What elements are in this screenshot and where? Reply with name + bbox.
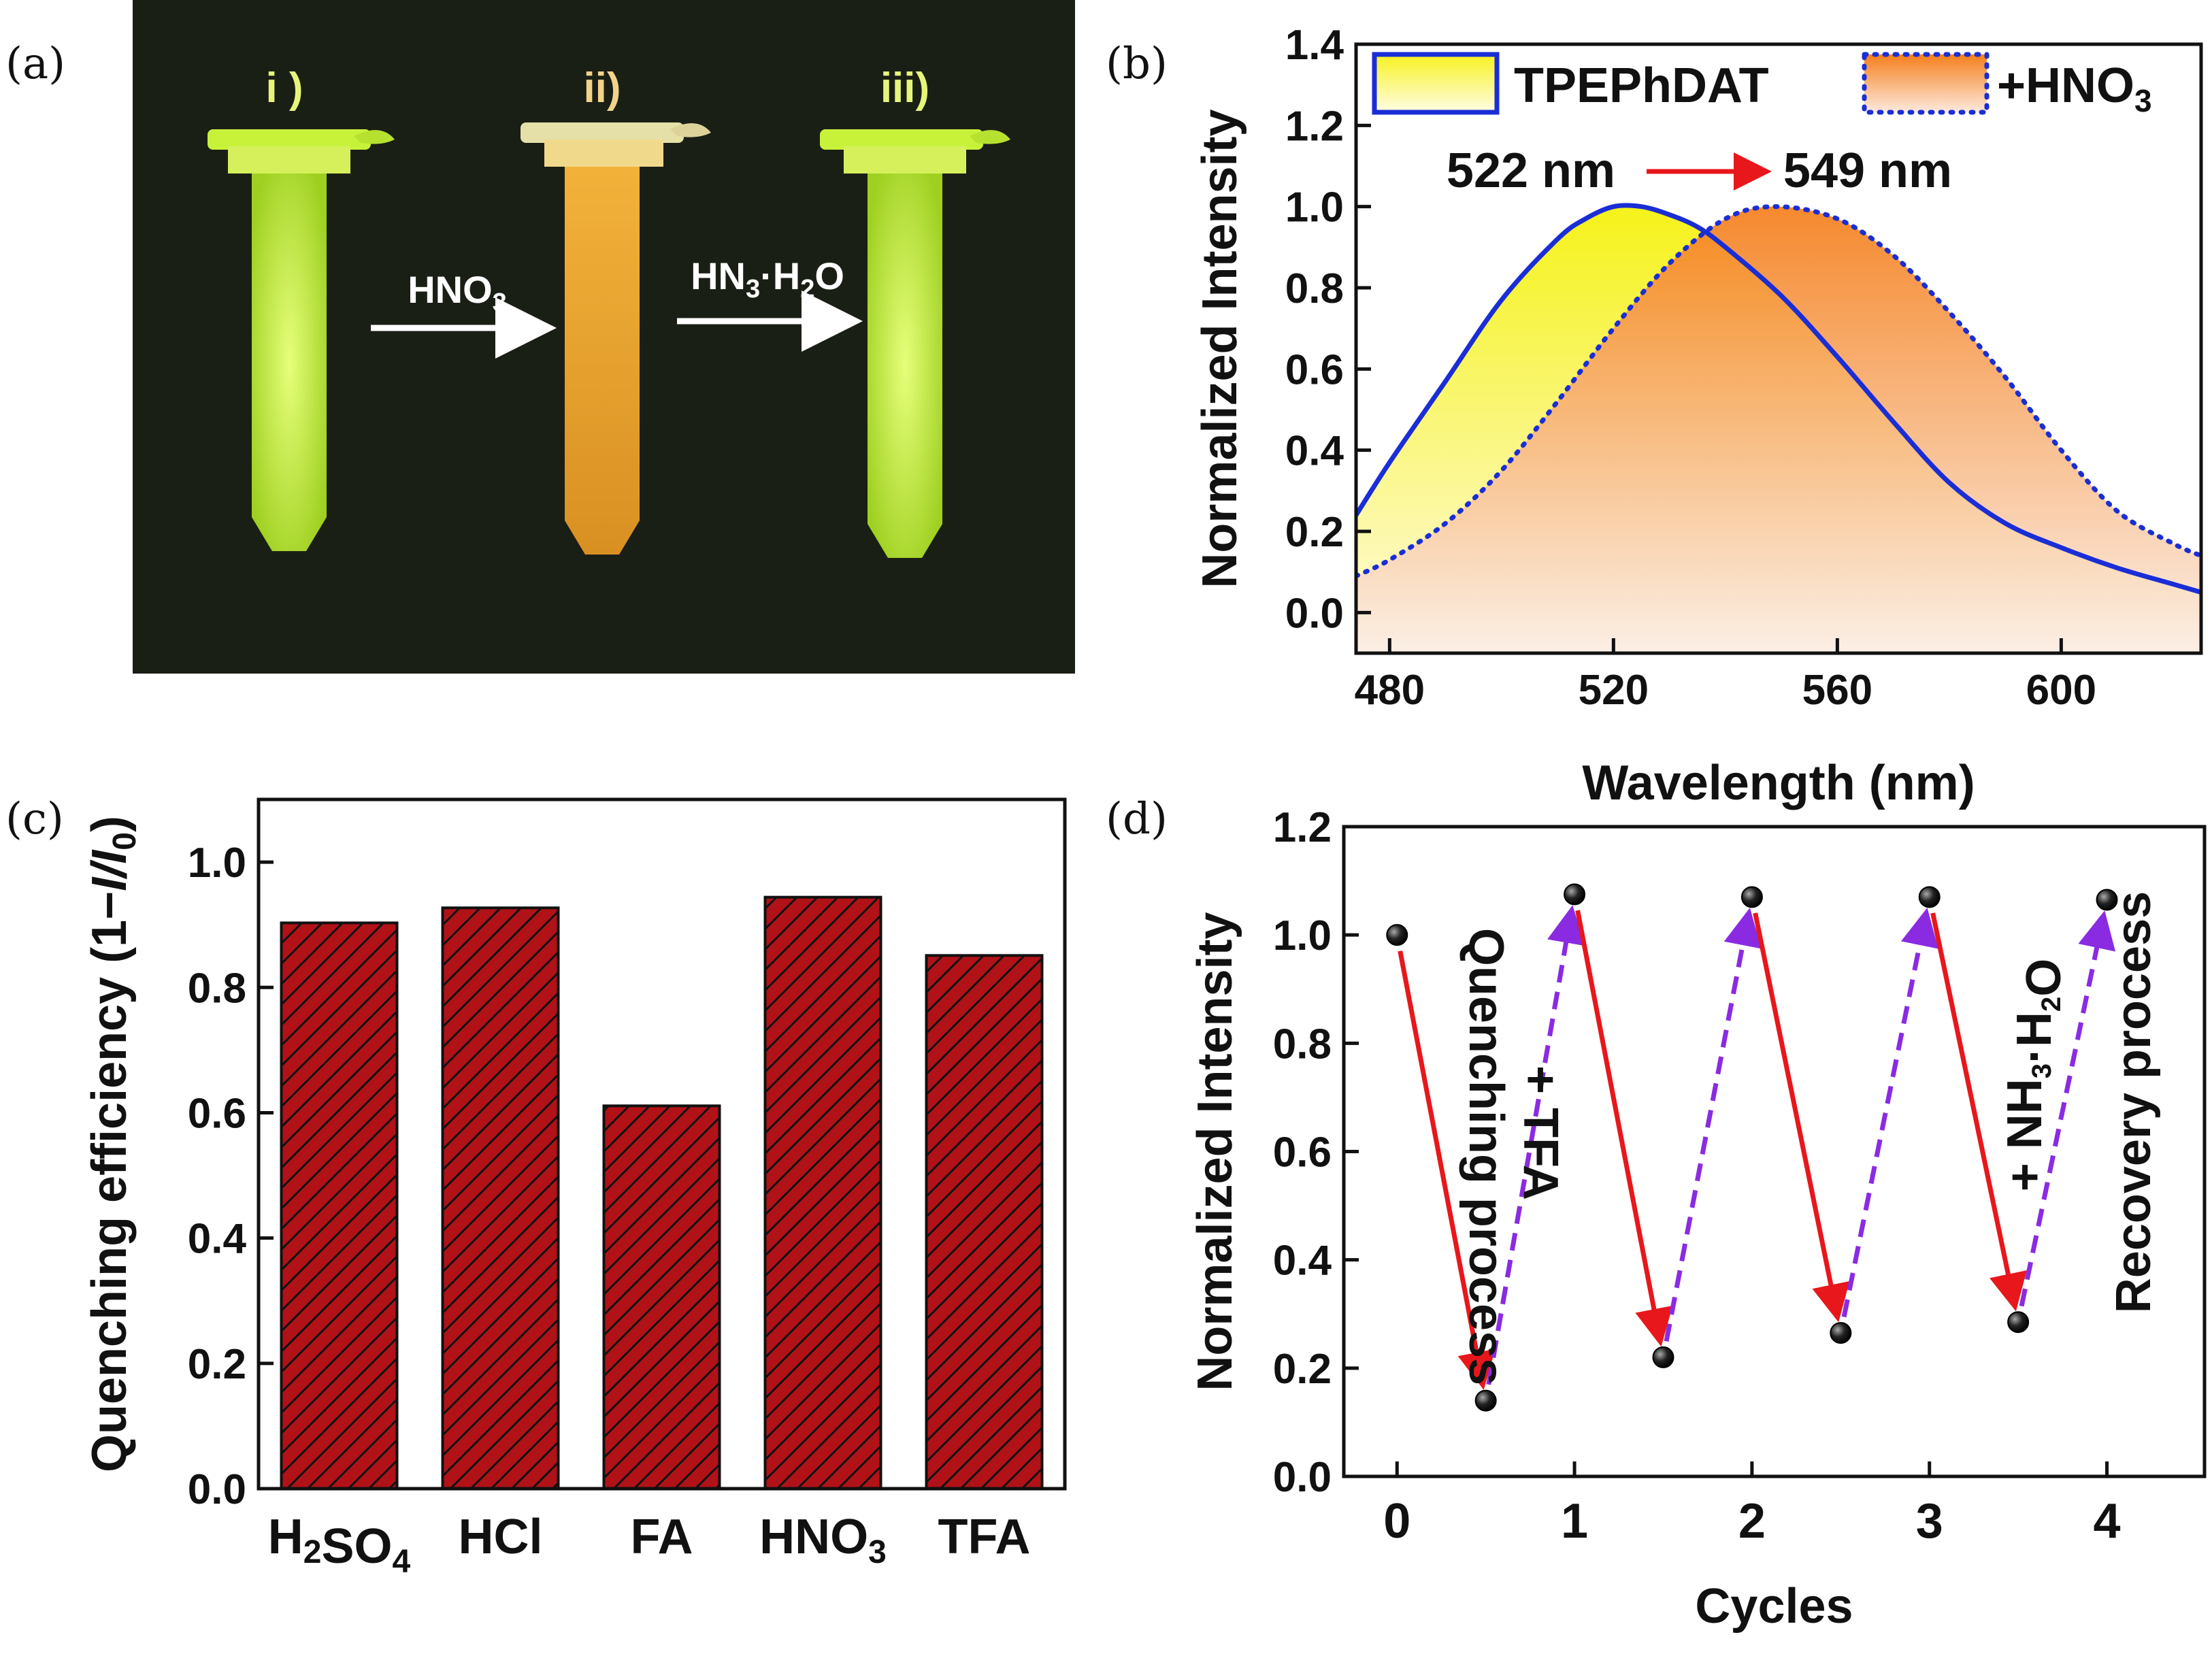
series-line-hno3 xyxy=(1356,204,2201,579)
recovery-arrow xyxy=(1664,908,1762,1342)
data-point xyxy=(2096,889,2118,911)
y-tick-label: 0.2 xyxy=(188,1341,246,1388)
y-tick-label: 0.6 xyxy=(1273,1129,1332,1176)
tube-3 xyxy=(820,129,1010,558)
y-tick-label: 1.0 xyxy=(1273,912,1332,959)
x-tick-label: FA xyxy=(630,1510,693,1564)
peak-label-522: 522 nm xyxy=(1447,144,1615,198)
x-tick-label: H2SO4 xyxy=(268,1510,411,1580)
data-point xyxy=(1474,1389,1497,1412)
x-axis-label: Wavelength (nm) xyxy=(1582,756,1975,810)
x-tick-label: HCl xyxy=(459,1510,543,1564)
data-point xyxy=(1830,1322,1852,1344)
cycles-chart: 0.0 0.2 0.4 0.6 0.8 1.0 1.2 0 1 2 3 4 Cycles Normaliz… xyxy=(1188,804,2207,1634)
series-line-tpephdat xyxy=(1356,203,2201,595)
x-tick-label: 600 xyxy=(2026,667,2096,714)
legend: TPEPhDAT +HNO3 xyxy=(1372,52,2152,118)
x-tick-label: HNO3 xyxy=(759,1510,887,1570)
panel-label-b: (b) xyxy=(1106,39,1168,89)
x-tick-label: 520 xyxy=(1579,667,1649,714)
bar xyxy=(925,954,1044,1491)
y-tick-label: 1.2 xyxy=(1273,804,1332,851)
tube-label-3: iii) xyxy=(880,65,929,112)
recovery-arrow xyxy=(1841,908,1938,1318)
x-axis-label: Cycles xyxy=(1695,1579,1853,1634)
legend-swatch-hno3 xyxy=(1862,52,1990,115)
data-point xyxy=(1918,886,1941,908)
data-point xyxy=(2007,1311,2030,1334)
panel-label-d: (d) xyxy=(1106,794,1168,844)
bar xyxy=(602,1104,721,1491)
legend-label-hno3: +HNO3 xyxy=(1997,59,2152,118)
y-tick-label: 0.8 xyxy=(188,965,246,1012)
y-tick-label: 1.4 xyxy=(1285,22,1344,69)
y-tick-label: 1.0 xyxy=(188,840,246,887)
quench-arrow xyxy=(1930,912,2027,1312)
tube-label-2: ii) xyxy=(583,65,621,112)
y-tick-label: 0.4 xyxy=(1285,428,1344,475)
series-fill-hno3 xyxy=(1356,206,2201,653)
bar xyxy=(441,906,560,1490)
quench-arrow xyxy=(1753,912,1850,1323)
x-tick-label: 560 xyxy=(1802,667,1872,714)
photo-panel: i ) ii) iii) HNO3 HN3·H2O xyxy=(133,0,1075,674)
x-tick-label: 480 xyxy=(1355,667,1425,714)
recovery-arrow xyxy=(1486,905,1585,1385)
quenching-bar-chart: H2SO4 HCl FA HNO3 TFA 0.0 0.2 0.4 0.6 0.8 1.0 Quenc… xyxy=(82,797,1067,1580)
y-tick-label: 0.6 xyxy=(1285,346,1344,393)
quench-process-label: Quenching process xyxy=(1459,928,1513,1385)
plot-frame xyxy=(257,797,1067,1491)
data-point xyxy=(1740,886,1763,908)
plot-frame xyxy=(1354,42,2203,655)
x-tick-label: 0 xyxy=(1383,1494,1410,1549)
quench-agent-label: + TFA xyxy=(1513,1065,1568,1200)
arrow-2-label: HN3·H2O xyxy=(691,254,844,303)
x-tick-label: 4 xyxy=(2094,1494,2121,1549)
panel-label-c: (c) xyxy=(5,794,64,844)
y-tick-label: 1.0 xyxy=(1285,184,1344,231)
data-point xyxy=(1652,1346,1674,1368)
legend-swatch-tpephdat xyxy=(1372,52,1500,115)
plot-area xyxy=(1356,203,2201,653)
recovery-process-label: Recovery process xyxy=(2107,891,2161,1313)
data-point xyxy=(1386,924,1408,946)
data-point xyxy=(1564,883,1586,906)
y-axis-label: Normalized Intensity xyxy=(1188,912,1242,1391)
peak-label-549: 549 nm xyxy=(1783,144,1952,198)
y-axis-label: Quenching efficiency (1−I/I0) xyxy=(82,816,143,1472)
recovery-agent-label: + NH3·H2O xyxy=(1998,959,2071,1192)
y-tick-label: 0.2 xyxy=(1273,1346,1332,1393)
y-tick-label: 0.4 xyxy=(1273,1238,1332,1285)
y-tick-label: 0.4 xyxy=(188,1216,247,1263)
tube-1 xyxy=(208,129,395,551)
quench-arrow xyxy=(1398,950,1496,1390)
y-axis-label: Normalized Intensity xyxy=(1193,109,1247,588)
y-tick-label: 0.0 xyxy=(1285,590,1344,637)
quench-arrow xyxy=(1575,910,1673,1347)
recovery-arrow xyxy=(2019,910,2116,1307)
x-tick-label: 1 xyxy=(1561,1494,1588,1549)
bar xyxy=(280,921,399,1490)
x-tick-label: 3 xyxy=(1916,1494,1943,1549)
arrow-1-label: HNO3 xyxy=(408,268,507,317)
y-tick-label: 0.2 xyxy=(1285,509,1344,556)
spectrum-chart: 0.0 0.2 0.4 0.6 0.8 1.0 1.2 1.4 480 520 560 600 Wave… xyxy=(1193,22,2203,810)
y-tick-label: 0.8 xyxy=(1285,265,1344,312)
legend-label-tpephdat: TPEPhDAT xyxy=(1514,59,1769,113)
bar xyxy=(763,895,882,1491)
y-tick-label: 0.0 xyxy=(1273,1454,1332,1501)
y-tick-label: 0.6 xyxy=(188,1090,246,1137)
x-tick-label: 2 xyxy=(1738,1494,1766,1549)
tube-label-1: i ) xyxy=(265,65,303,112)
y-tick-label: 1.2 xyxy=(1285,103,1344,150)
panel-label-a: (a) xyxy=(5,39,65,89)
y-tick-label: 0.0 xyxy=(188,1466,246,1513)
tube-2 xyxy=(521,122,711,555)
x-tick-label: TFA xyxy=(938,1510,1031,1564)
y-tick-label: 0.8 xyxy=(1273,1021,1332,1068)
